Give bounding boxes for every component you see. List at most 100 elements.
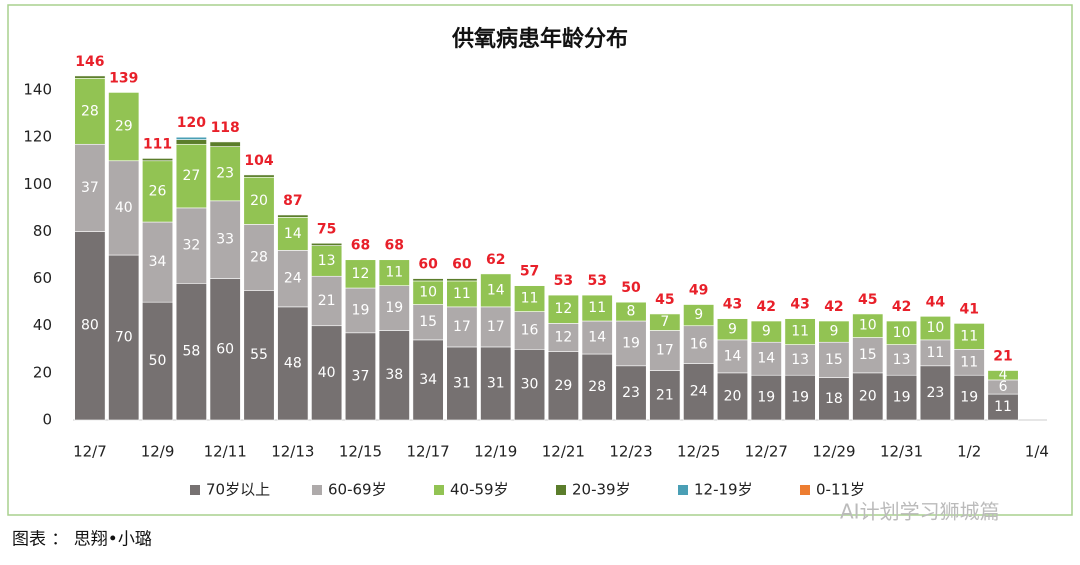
bar-segment bbox=[784, 344, 816, 376]
bar-value-label: 34 bbox=[419, 372, 437, 388]
bar-segment bbox=[581, 353, 613, 421]
bar-value-label: 34 bbox=[149, 254, 167, 270]
bar-segment bbox=[547, 323, 579, 352]
legend-swatch bbox=[312, 485, 322, 495]
bar-value-label: 9 bbox=[829, 324, 838, 340]
bar-segment bbox=[209, 146, 241, 202]
x-tick-label: 12/15 bbox=[339, 443, 382, 461]
bar-value-label: 11 bbox=[926, 345, 944, 361]
total-label: 45 bbox=[858, 292, 877, 308]
bar-segment bbox=[649, 330, 681, 371]
bar-segment bbox=[344, 287, 376, 334]
bar-segment bbox=[175, 143, 207, 209]
total-label: 118 bbox=[211, 120, 240, 136]
bar-value-label: 14 bbox=[284, 226, 302, 242]
bar-value-label: 11 bbox=[994, 399, 1012, 415]
bar-value-label: 10 bbox=[859, 318, 877, 334]
bar-value-label: 10 bbox=[926, 320, 944, 336]
bar-segment bbox=[615, 301, 647, 322]
total-label: 75 bbox=[317, 221, 336, 237]
total-label: 50 bbox=[621, 280, 641, 296]
total-label: 42 bbox=[892, 299, 911, 315]
bar-value-label: 11 bbox=[453, 286, 471, 302]
x-tick-label: 12/17 bbox=[406, 443, 449, 461]
bar-segment bbox=[108, 254, 140, 421]
bar-segment bbox=[547, 294, 579, 324]
bar-segment bbox=[277, 217, 309, 251]
bar-segment bbox=[514, 285, 546, 312]
bar-value-label: 4 bbox=[999, 367, 1008, 383]
bar-value-label: 14 bbox=[487, 282, 505, 298]
bar-value-label: 21 bbox=[656, 387, 674, 403]
bar-segment bbox=[514, 348, 546, 421]
bar-segment bbox=[683, 325, 715, 364]
total-label: 43 bbox=[723, 297, 742, 313]
bar-value-label: 11 bbox=[521, 291, 539, 307]
bar-value-label: 10 bbox=[893, 325, 911, 341]
bar-value-label: 30 bbox=[521, 377, 539, 393]
bar-segment bbox=[886, 344, 918, 376]
bar-segment bbox=[142, 301, 174, 421]
total-label: 44 bbox=[926, 294, 946, 310]
bar-value-label: 31 bbox=[487, 375, 505, 391]
bar-segment bbox=[818, 341, 850, 378]
bar-segment bbox=[311, 325, 343, 421]
bar-value-label: 19 bbox=[960, 390, 978, 406]
bar-value-label: 31 bbox=[453, 375, 471, 391]
x-tick-label: 12/9 bbox=[141, 443, 175, 461]
bar-value-label: 26 bbox=[149, 183, 167, 199]
bar-value-label: 20 bbox=[859, 388, 877, 404]
legend-swatch bbox=[190, 485, 200, 495]
x-tick-label: 12/29 bbox=[812, 443, 855, 461]
bar-value-label: 9 bbox=[762, 324, 771, 340]
bar-segment bbox=[142, 158, 174, 162]
bar-value-label: 15 bbox=[859, 347, 877, 363]
bar-value-label: 19 bbox=[622, 335, 640, 351]
bar-segment bbox=[175, 136, 207, 140]
bar-segment bbox=[750, 341, 782, 376]
legend-label: 0-11岁 bbox=[816, 481, 865, 499]
x-tick-label: 12/11 bbox=[204, 443, 247, 461]
total-label: 60 bbox=[418, 257, 438, 273]
bar-segment bbox=[750, 320, 782, 343]
total-label: 49 bbox=[689, 283, 708, 299]
legend-swatch bbox=[556, 485, 566, 495]
bar-segment bbox=[784, 318, 816, 345]
bar-segment bbox=[750, 374, 782, 421]
total-label: 68 bbox=[351, 238, 370, 254]
bar-segment bbox=[581, 294, 613, 322]
legend-label: 20-39岁 bbox=[572, 481, 631, 499]
bar-value-label: 11 bbox=[960, 354, 978, 370]
bar-value-label: 29 bbox=[115, 119, 133, 135]
bar-value-label: 40 bbox=[115, 200, 133, 216]
bar-segment bbox=[446, 346, 478, 421]
total-label: 68 bbox=[385, 238, 404, 254]
bar-value-label: 29 bbox=[554, 378, 572, 394]
y-tick-label: 100 bbox=[23, 175, 52, 193]
bar-value-label: 11 bbox=[960, 328, 978, 344]
bar-segment bbox=[446, 278, 478, 282]
bar-segment bbox=[886, 320, 918, 345]
bar-value-label: 11 bbox=[791, 324, 809, 340]
bar-segment bbox=[716, 318, 748, 341]
x-tick-label: 12/23 bbox=[609, 443, 652, 461]
bar-segment bbox=[344, 332, 376, 421]
bar-segment bbox=[311, 242, 343, 246]
bar-value-label: 19 bbox=[757, 390, 775, 406]
bar-segment bbox=[209, 200, 241, 279]
bar-value-label: 15 bbox=[419, 314, 437, 330]
bar-segment bbox=[243, 224, 275, 291]
bar-segment bbox=[852, 372, 884, 421]
bar-segment bbox=[480, 273, 512, 308]
y-tick-label: 80 bbox=[33, 222, 52, 240]
x-tick-label: 12/7 bbox=[73, 443, 107, 461]
bar-value-label: 14 bbox=[724, 348, 742, 364]
bar-value-label: 11 bbox=[385, 265, 403, 281]
bar-value-label: 33 bbox=[216, 232, 234, 248]
bar-value-label: 7 bbox=[660, 314, 669, 330]
total-label: 111 bbox=[143, 136, 172, 152]
bar-value-label: 19 bbox=[352, 302, 370, 318]
bar-segment bbox=[243, 290, 275, 421]
bar-segment bbox=[344, 259, 376, 289]
y-tick-label: 20 bbox=[33, 363, 52, 381]
